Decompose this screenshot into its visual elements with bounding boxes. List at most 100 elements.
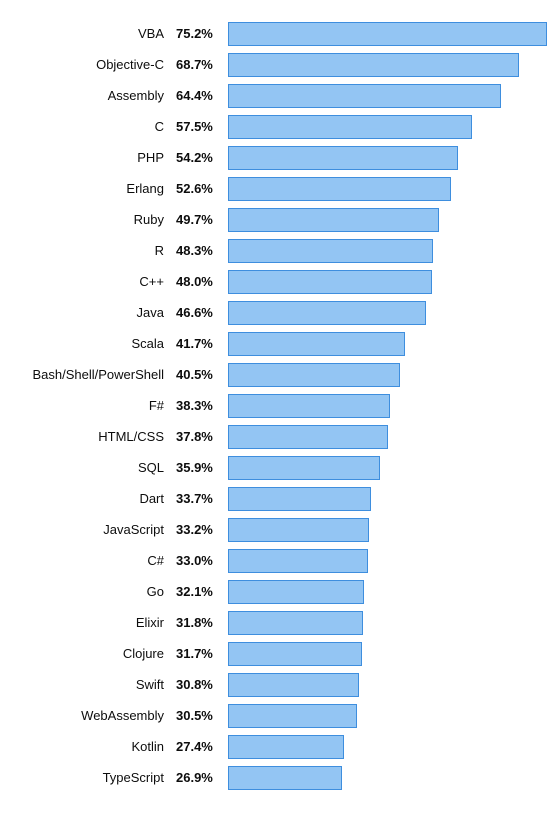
- chart-row: TypeScript26.9%: [12, 762, 547, 793]
- chart-row: C++48.0%: [12, 266, 547, 297]
- bar-value: 57.5%: [176, 119, 228, 134]
- bar-label: Java: [12, 305, 176, 320]
- bar-fill: [228, 487, 371, 511]
- chart-row: Clojure31.7%: [12, 638, 547, 669]
- bar-label: Objective-C: [12, 57, 176, 72]
- bar-label: HTML/CSS: [12, 429, 176, 444]
- bar-label: SQL: [12, 460, 176, 475]
- bar-label: Ruby: [12, 212, 176, 227]
- chart-row: SQL35.9%: [12, 452, 547, 483]
- bar-track: [228, 49, 547, 80]
- bar-fill: [228, 425, 388, 449]
- bar-fill: [228, 177, 451, 201]
- bar-value: 31.8%: [176, 615, 228, 630]
- bar-label: C: [12, 119, 176, 134]
- bar-label: Kotlin: [12, 739, 176, 754]
- bar-label: PHP: [12, 150, 176, 165]
- bar-value: 48.0%: [176, 274, 228, 289]
- bar-label: Go: [12, 584, 176, 599]
- chart-row: Swift30.8%: [12, 669, 547, 700]
- bar-value: 33.7%: [176, 491, 228, 506]
- bar-label: Scala: [12, 336, 176, 351]
- bar-fill: [228, 270, 432, 294]
- bar-track: [228, 18, 547, 49]
- chart-row: Java46.6%: [12, 297, 547, 328]
- bar-value: 41.7%: [176, 336, 228, 351]
- bar-fill: [228, 53, 519, 77]
- bar-track: [228, 390, 547, 421]
- bar-fill: [228, 735, 344, 759]
- bar-value: 46.6%: [176, 305, 228, 320]
- bar-track: [228, 421, 547, 452]
- chart-row: Objective-C68.7%: [12, 49, 547, 80]
- bar-fill: [228, 22, 547, 46]
- bar-track: [228, 142, 547, 173]
- bar-fill: [228, 456, 380, 480]
- chart-row: F#38.3%: [12, 390, 547, 421]
- bar-track: [228, 514, 547, 545]
- chart-row: Go32.1%: [12, 576, 547, 607]
- bar-track: [228, 638, 547, 669]
- bar-label: Assembly: [12, 88, 176, 103]
- bar-fill: [228, 84, 501, 108]
- bar-fill: [228, 549, 368, 573]
- bar-track: [228, 173, 547, 204]
- bar-fill: [228, 332, 405, 356]
- bar-track: [228, 607, 547, 638]
- bar-fill: [228, 146, 458, 170]
- bar-value: 30.5%: [176, 708, 228, 723]
- bar-track: [228, 204, 547, 235]
- chart-row: Elixir31.8%: [12, 607, 547, 638]
- chart-row: Dart33.7%: [12, 483, 547, 514]
- bar-value: 40.5%: [176, 367, 228, 382]
- bar-value: 38.3%: [176, 398, 228, 413]
- bar-fill: [228, 580, 364, 604]
- bar-value: 75.2%: [176, 26, 228, 41]
- bar-fill: [228, 301, 426, 325]
- bar-fill: [228, 642, 362, 666]
- bar-fill: [228, 363, 400, 387]
- bar-value: 30.8%: [176, 677, 228, 692]
- chart-row: C57.5%: [12, 111, 547, 142]
- bar-fill: [228, 239, 433, 263]
- chart-row: Bash/Shell/PowerShell40.5%: [12, 359, 547, 390]
- bar-label: Dart: [12, 491, 176, 506]
- bar-value: 27.4%: [176, 739, 228, 754]
- horizontal-bar-chart: VBA75.2%Objective-C68.7%Assembly64.4%C57…: [12, 18, 547, 793]
- bar-value: 48.3%: [176, 243, 228, 258]
- chart-row: R48.3%: [12, 235, 547, 266]
- bar-label: R: [12, 243, 176, 258]
- bar-label: Erlang: [12, 181, 176, 196]
- bar-fill: [228, 208, 439, 232]
- bar-track: [228, 328, 547, 359]
- bar-label: WebAssembly: [12, 708, 176, 723]
- bar-track: [228, 483, 547, 514]
- bar-track: [228, 297, 547, 328]
- bar-label: JavaScript: [12, 522, 176, 537]
- bar-value: 64.4%: [176, 88, 228, 103]
- bar-value: 26.9%: [176, 770, 228, 785]
- bar-track: [228, 731, 547, 762]
- bar-fill: [228, 611, 363, 635]
- bar-value: 33.2%: [176, 522, 228, 537]
- bar-value: 32.1%: [176, 584, 228, 599]
- bar-value: 33.0%: [176, 553, 228, 568]
- bar-label: C++: [12, 274, 176, 289]
- chart-row: VBA75.2%: [12, 18, 547, 49]
- bar-track: [228, 545, 547, 576]
- bar-value: 54.2%: [176, 150, 228, 165]
- chart-row: Erlang52.6%: [12, 173, 547, 204]
- bar-label: Clojure: [12, 646, 176, 661]
- bar-track: [228, 235, 547, 266]
- chart-row: Ruby49.7%: [12, 204, 547, 235]
- bar-track: [228, 576, 547, 607]
- bar-track: [228, 669, 547, 700]
- bar-label: TypeScript: [12, 770, 176, 785]
- bar-label: Elixir: [12, 615, 176, 630]
- bar-value: 31.7%: [176, 646, 228, 661]
- bar-value: 52.6%: [176, 181, 228, 196]
- bar-value: 68.7%: [176, 57, 228, 72]
- bar-label: VBA: [12, 26, 176, 41]
- bar-track: [228, 762, 547, 793]
- bar-fill: [228, 394, 390, 418]
